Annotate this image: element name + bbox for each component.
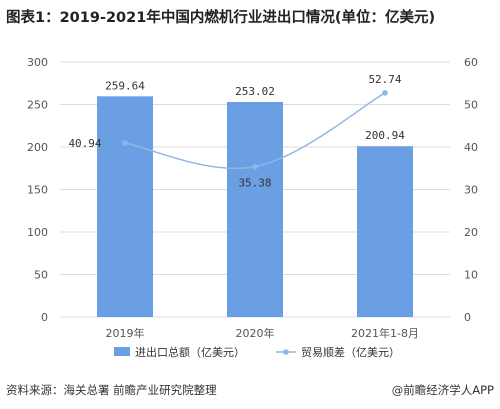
right-tick-label: 50 (464, 99, 478, 112)
source-note: 资料来源：海关总署 前瞻产业研究院整理 (6, 383, 217, 397)
right-tick-label: 0 (464, 311, 471, 324)
bar-series (97, 96, 413, 317)
left-tick-label: 0 (41, 311, 48, 324)
legend-bar-swatch (114, 347, 130, 356)
line-value-label: 52.74 (368, 73, 401, 86)
left-tick-label: 200 (27, 141, 48, 154)
right-axis-ticks: 0 10 20 30 40 50 60 (464, 56, 478, 324)
left-tick-label: 50 (34, 269, 48, 282)
legend-line-label: 贸易顺差（亿美元） (301, 345, 400, 359)
right-tick-label: 40 (464, 141, 478, 154)
right-tick-label: 60 (464, 56, 478, 69)
right-tick-label: 30 (464, 184, 478, 197)
bar (97, 96, 153, 317)
line-point (122, 140, 128, 146)
bar-value-label: 253.02 (235, 85, 275, 98)
bar (227, 101, 283, 317)
left-tick-label: 100 (27, 226, 48, 239)
chart-title: 图表1：2019-2021年中国内燃机行业进出口情况(单位：亿美元) (6, 10, 436, 26)
x-axis-ticks: 2019年 2020年 2021年1-8月 (106, 326, 419, 340)
x-tick-label: 2020年 (236, 326, 275, 340)
data-labels: 259.64 253.02 200.94 40.94 35.38 52.74 (68, 73, 405, 190)
bar-value-label: 259.64 (105, 79, 145, 92)
line-points (122, 90, 388, 170)
legend-bar-label: 进出口总额（亿美元） (135, 345, 245, 359)
line-point (382, 90, 388, 96)
left-tick-label: 250 (27, 99, 48, 112)
brand-note: @前瞻经济学人APP (391, 383, 494, 397)
right-tick-label: 10 (464, 269, 478, 282)
line-point (252, 163, 258, 170)
left-tick-label: 150 (27, 184, 48, 197)
legend: 进出口总额（亿美元） 贸易顺差（亿美元） (114, 345, 400, 359)
left-tick-label: 300 (27, 56, 48, 69)
legend-line-marker (283, 349, 289, 355)
bar-value-label: 200.94 (365, 129, 405, 142)
x-tick-label: 2019年 (106, 326, 145, 340)
line-value-label: 40.94 (68, 137, 101, 150)
left-axis-ticks: 0 50 100 150 200 250 300 (27, 56, 48, 324)
line-value-label: 35.38 (238, 177, 271, 190)
bar (357, 146, 413, 317)
x-tick-label: 2021年1-8月 (351, 326, 419, 340)
right-tick-label: 20 (464, 226, 478, 239)
